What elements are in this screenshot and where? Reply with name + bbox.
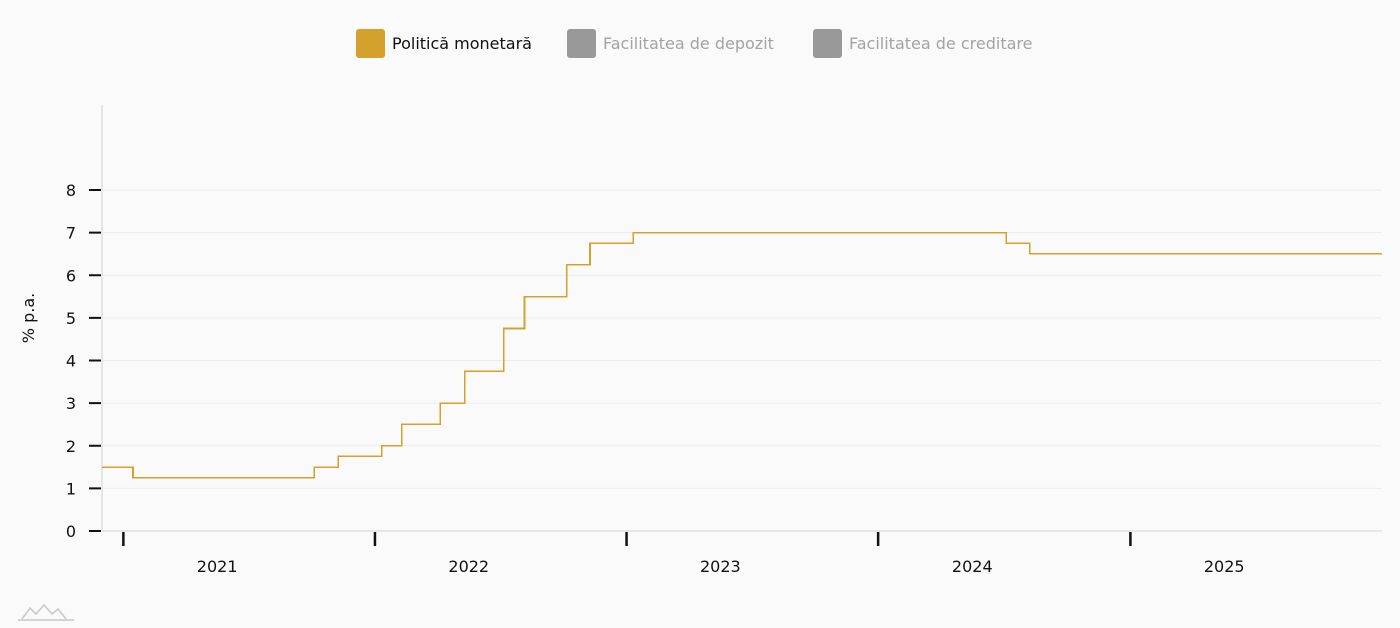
y-tick-label: 2 — [66, 437, 76, 456]
grid-lines — [102, 189, 1382, 489]
y-tick-label: 0 — [66, 522, 76, 541]
legend-item-lending-facility[interactable]: Facilitatea de creditare — [813, 28, 1032, 58]
x-tick-label: 2025 — [1204, 557, 1245, 576]
legend-swatch-lending-facility — [813, 28, 842, 58]
chart-legend: Politică monetară Facilitatea de depozit… — [0, 28, 1400, 58]
y-tick-label: 8 — [66, 181, 76, 200]
x-axis-ticks: 2021 2022 2023 2024 2025 — [122, 532, 1245, 576]
legend-label-monetary-policy: Politică monetară — [392, 33, 532, 53]
y-tick-label: 5 — [66, 309, 76, 328]
legend-label-deposit-facility: Facilitatea de depozit — [603, 33, 774, 53]
y-tick-label: 4 — [66, 352, 76, 371]
series-line-politica-monetara — [102, 231, 1382, 479]
x-tick-label: 2023 — [700, 557, 741, 576]
series-layer — [102, 231, 1382, 479]
x-tick-label: 2024 — [952, 557, 993, 576]
legend-label-lending-facility: Facilitatea de creditare — [849, 33, 1033, 53]
legend-item-monetary-policy[interactable]: Politică monetară — [356, 28, 532, 58]
mountain-logo-icon — [18, 603, 74, 621]
y-tick-label: 7 — [66, 224, 76, 243]
x-tick-label: 2021 — [197, 557, 238, 576]
legend-swatch-deposit-facility — [567, 28, 596, 58]
y-axis-title: % p.a. — [19, 293, 38, 343]
y-tick-label: 6 — [66, 266, 76, 285]
y-tick-label: 1 — [66, 479, 76, 498]
legend-swatch-monetary-policy — [356, 28, 385, 58]
axes — [101, 105, 1382, 532]
y-axis-ticks: 0 1 2 3 4 5 6 7 8 — [66, 181, 101, 541]
legend-item-deposit-facility[interactable]: Facilitatea de depozit — [567, 28, 774, 58]
x-tick-label: 2022 — [448, 557, 489, 576]
y-tick-label: 3 — [66, 394, 76, 413]
